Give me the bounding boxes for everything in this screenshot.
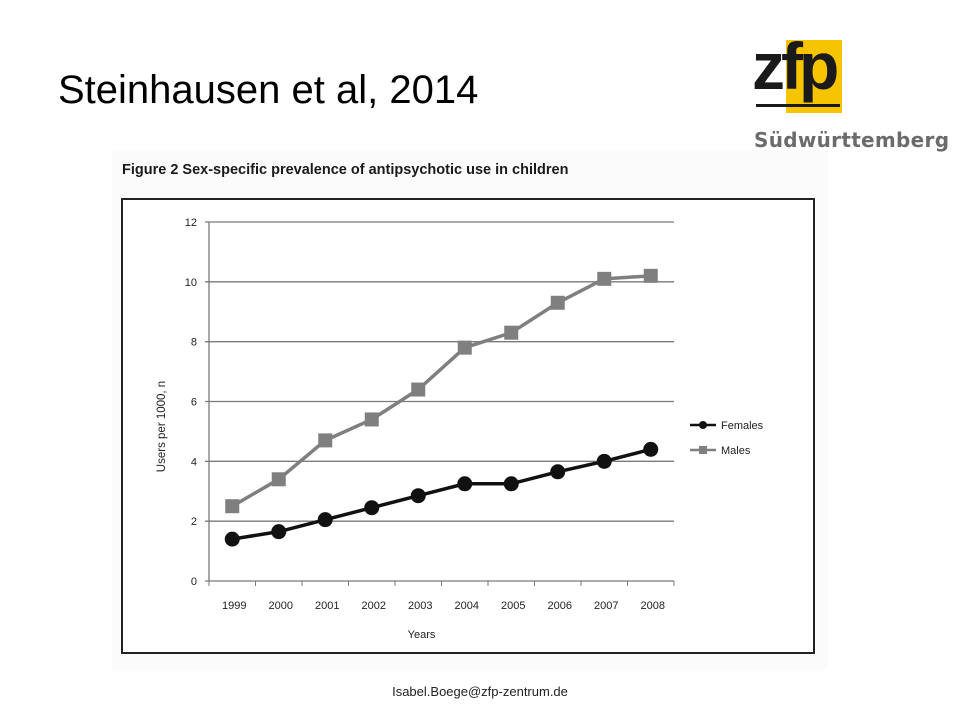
logo-yellow-box (786, 40, 842, 113)
slide-title: Steinhausen et al, 2014 (58, 68, 479, 112)
data-point-males (411, 382, 426, 397)
data-point-females (503, 476, 519, 492)
data-point-males (597, 271, 612, 286)
zfp-logo: zfp Südwürttemberg (752, 29, 949, 155)
y-tick-label: 10 (185, 277, 197, 289)
logo-wordmark: zfp (752, 29, 839, 103)
x-tick-label: 2000 (269, 600, 293, 612)
x-axis-title: Years (408, 629, 436, 641)
chart: 0 2 4 6 8 10 12 1999 2000 2001 2002 2003 2004 2005 200… (121, 198, 815, 654)
series-line-males (231, 274, 651, 508)
figure-caption: Figure 2 Sex-specific prevalence of anti… (122, 162, 569, 178)
data-point-females (224, 531, 240, 547)
legend-label-males: Males (721, 445, 751, 457)
x-tick-label: 2003 (408, 600, 432, 612)
y-axis-title: Users per 1000, n (156, 381, 168, 472)
data-point-males (225, 499, 240, 514)
data-point-females (364, 500, 380, 516)
data-point-females (317, 512, 333, 528)
logo-subtitle: Südwürttemberg (754, 128, 950, 152)
data-point-males (318, 433, 333, 448)
data-point-males (504, 325, 519, 340)
series-line-females (231, 447, 652, 541)
data-point-females (643, 441, 659, 457)
data-point-females (550, 464, 566, 480)
y-tick-label: 8 (191, 337, 197, 349)
data-point-females (457, 476, 473, 492)
y-tick-label: 6 (191, 397, 197, 409)
x-tick-label: 2002 (362, 600, 386, 612)
data-point-males (643, 268, 658, 283)
x-tick-label: 2005 (501, 600, 525, 612)
x-tick-label: 2008 (641, 600, 665, 612)
x-tick-label: 2004 (455, 600, 479, 612)
y-tick-label: 0 (191, 576, 197, 588)
x-tick-label: 2007 (594, 600, 618, 612)
data-point-males (457, 340, 472, 355)
data-point-females (596, 453, 612, 469)
data-point-females (410, 488, 426, 504)
x-tick-label: 2006 (548, 600, 572, 612)
x-tick-label: 2001 (315, 600, 339, 612)
y-tick-label: 4 (191, 456, 197, 468)
figure-scan: Figure 2 Sex-specific prevalence of anti… (112, 150, 828, 670)
logo-underline (756, 104, 840, 107)
data-point-males (271, 472, 286, 487)
data-point-males (550, 295, 565, 310)
x-tick-label: 1999 (222, 600, 246, 612)
footer-email: Isabel.Boege@zfp-zentrum.de (392, 684, 568, 699)
legend-label-females: Females (721, 420, 764, 432)
y-tick-label: 12 (185, 217, 197, 229)
y-tick-label: 2 (191, 516, 197, 528)
legend-marker-females (699, 421, 707, 429)
data-point-males (364, 412, 379, 427)
legend-marker-males (699, 446, 707, 454)
data-point-females (271, 524, 287, 540)
